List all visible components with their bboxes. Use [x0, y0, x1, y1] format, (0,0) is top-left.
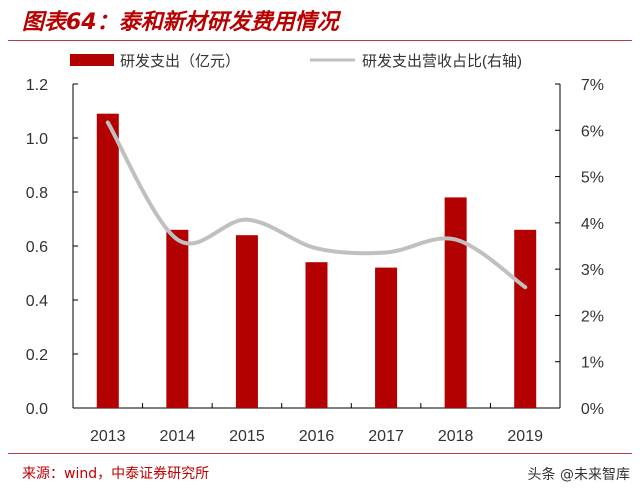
x-tick-label: 2019: [507, 428, 543, 445]
left-tick-label: 1.2: [26, 77, 48, 94]
left-tick-label: 1.0: [26, 131, 48, 148]
bar-2016: [305, 262, 328, 408]
chart-title: 图表64：泰和新材研发费用情况: [22, 10, 339, 35]
x-tick-label: 2015: [229, 428, 265, 445]
x-tick-label: 2014: [160, 428, 196, 445]
bar-2014: [166, 229, 189, 408]
title-divider: [8, 40, 632, 41]
watermark: 头条 @未来智库: [527, 467, 630, 483]
right-tick-label: 0%: [581, 401, 604, 418]
right-tick-label: 7%: [581, 77, 604, 94]
source-note: 来源：wind，中泰证券研究所: [22, 466, 210, 482]
bar-2019: [514, 229, 537, 408]
left-tick-label: 0.0: [26, 401, 48, 418]
x-tick-label: 2018: [438, 428, 474, 445]
right-tick-label: 1%: [581, 355, 604, 372]
footer-divider: [8, 453, 632, 454]
right-tick-label: 3%: [581, 262, 604, 279]
right-tick-label: 5%: [581, 170, 604, 187]
bar-2017: [375, 267, 398, 408]
bar-2013: [96, 113, 119, 408]
legend-bar-label: 研发支出（亿元）: [120, 53, 240, 70]
right-tick-label: 4%: [581, 216, 604, 233]
legend-line-label: 研发支出营收占比(右轴): [362, 53, 522, 70]
right-tick-label: 6%: [581, 123, 604, 140]
left-tick-label: 0.2: [26, 347, 48, 364]
left-tick-label: 0.8: [26, 185, 48, 202]
left-tick-label: 0.4: [26, 293, 48, 310]
bar-2018: [444, 197, 467, 408]
x-tick-label: 2013: [90, 428, 126, 445]
left-tick-label: 0.6: [26, 239, 48, 256]
right-tick-label: 2%: [581, 308, 604, 325]
bar-2015: [235, 235, 258, 408]
x-tick-label: 2017: [368, 428, 404, 445]
x-tick-label: 2016: [299, 428, 335, 445]
legend-bar-swatch: [70, 54, 114, 66]
